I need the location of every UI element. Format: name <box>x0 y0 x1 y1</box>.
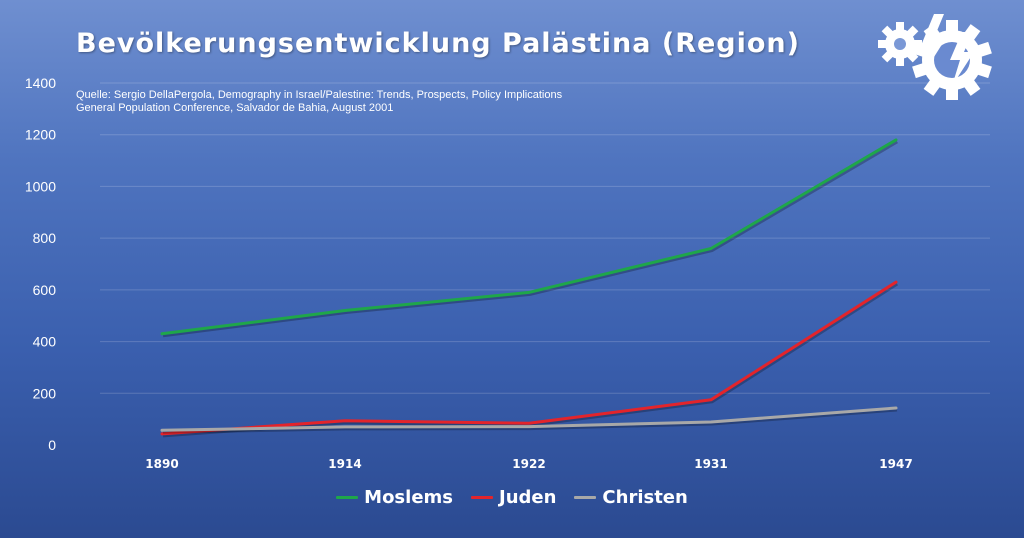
gridlines <box>100 82 990 394</box>
x-tick-label: 1890 <box>145 457 178 471</box>
chart-title: Bevölkerungsentwicklung Palästina (Regio… <box>76 28 800 59</box>
series-line-moslems <box>160 138 898 336</box>
x-tick-labels: 1890 1914 1922 1931 1947 <box>145 457 912 471</box>
y-tick-labels: 0 200 400 600 800 1000 1200 1400 <box>25 75 56 453</box>
y-tick-label: 1400 <box>25 75 56 91</box>
y-tick-label: 1000 <box>25 178 56 194</box>
series-line-shadow <box>162 407 898 434</box>
x-tick-label: 1914 <box>328 457 361 471</box>
legend-label: Juden <box>499 487 557 508</box>
legend-swatch <box>336 496 359 499</box>
legend-item-moslems: Moslems <box>336 487 453 508</box>
y-tick-label: 200 <box>33 385 57 401</box>
gear-lightning-logo-icon <box>878 14 992 100</box>
y-tick-label: 1200 <box>25 127 56 143</box>
y-tick-label: 600 <box>33 282 57 298</box>
legend-item-christen: Christen <box>574 487 688 508</box>
series-line-christen <box>160 406 898 432</box>
legend-item-juden: Juden <box>471 487 556 508</box>
source-line-1: Quelle: Sergio DellaPergola, Demography … <box>76 89 563 101</box>
legend-label: Christen <box>602 487 688 508</box>
legend-swatch <box>574 496 597 499</box>
legend-swatch <box>471 496 493 499</box>
y-tick-label: 800 <box>33 230 57 246</box>
series-line-shadow <box>162 139 899 338</box>
series-line-shadow <box>162 281 899 438</box>
series-lines <box>160 138 899 438</box>
y-tick-label: 400 <box>33 334 57 350</box>
chart-source: Quelle: Sergio DellaPergola, Demography … <box>76 89 562 115</box>
source-line-2: General Population Conference, Salvador … <box>76 102 394 114</box>
y-tick-label: 0 <box>48 437 56 453</box>
legend-label: Moslems <box>364 487 453 508</box>
series-line-juden <box>160 280 898 436</box>
x-tick-label: 1931 <box>694 457 727 471</box>
x-tick-label: 1947 <box>879 457 912 471</box>
legend: Moslems Juden Christen <box>0 487 1024 508</box>
x-tick-label: 1922 <box>512 457 545 471</box>
